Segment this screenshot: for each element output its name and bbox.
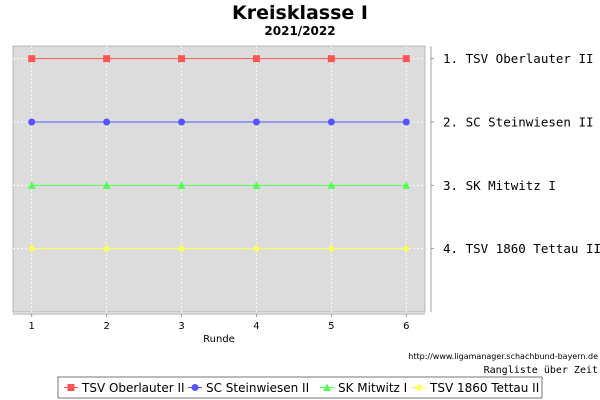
x-tick-label-3: 3 — [178, 321, 184, 332]
x-tick-label-5: 5 — [328, 321, 334, 332]
data-point-s3-r6 — [402, 181, 411, 189]
data-point-s1-r6 — [402, 55, 410, 63]
data-point-s2-r1 — [28, 118, 36, 126]
data-point-s1-r3 — [178, 55, 186, 63]
x-tick-label-2: 2 — [103, 321, 109, 332]
chart-title: Kreisklasse I — [232, 2, 368, 24]
data-point-s2-r3 — [178, 118, 186, 126]
legend: TSV Oberlauter II SC Steinwiesen II SK Mit… — [57, 376, 543, 399]
rank-label-4: 4. TSV 1860 Tettau II — [443, 241, 600, 256]
data-point-s4-r5 — [327, 244, 335, 253]
legend-marker-1 — [67, 384, 75, 391]
data-point-s1-r1 — [28, 55, 36, 63]
x-tick-label-1: 1 — [29, 321, 35, 332]
legend-marker-3 — [323, 383, 331, 391]
x-tick-label-6: 6 — [403, 321, 409, 332]
data-point-s4-r4 — [252, 244, 260, 253]
legend-entry-4: TSV 1860 Tettau II — [412, 381, 539, 395]
legend-entry-2: SC Steinwiesen II — [188, 381, 309, 395]
data-point-s2-r2 — [103, 118, 111, 126]
rank-labels: 1. TSV Oberlauter II 2. SC Steinwiesen II… — [430, 46, 600, 312]
data-point-s3-r2 — [102, 181, 111, 189]
chart-caption: Rangliste über Zeit — [484, 365, 598, 376]
x-axis-label: Runde — [203, 334, 235, 345]
data-point-s1-r2 — [103, 55, 111, 63]
data-point-s2-r4 — [252, 118, 260, 126]
data-point-s3-r5 — [327, 181, 336, 189]
data-point-s2-r5 — [327, 118, 335, 126]
series-2 — [28, 118, 410, 126]
data-point-s4-r2 — [103, 244, 111, 253]
legend-label-1: TSV Oberlauter II — [81, 381, 185, 395]
legend-box — [57, 376, 543, 399]
data-point-s3-r3 — [177, 181, 186, 189]
legend-label-2: SC Steinwiesen II — [206, 381, 309, 395]
data-point-s1-r4 — [252, 55, 260, 63]
data-point-s3-r1 — [27, 181, 36, 189]
rank-label-1: 1. TSV Oberlauter II — [443, 51, 594, 66]
legend-marker-2 — [191, 384, 199, 391]
legend-entry-3: SK Mitwitz I — [320, 381, 407, 395]
rank-label-2: 2. SC Steinwiesen II — [443, 115, 594, 130]
plot-area — [12, 45, 426, 313]
rank-label-3: 3. SK Mitwitz I — [443, 178, 556, 193]
data-point-s4-r3 — [178, 244, 186, 253]
series-4 — [28, 244, 410, 253]
legend-label-3: SK Mitwitz I — [338, 381, 407, 395]
legend-label-4: TSV 1860 Tettau II — [429, 381, 539, 395]
series-layer — [27, 55, 411, 253]
data-point-s3-r4 — [252, 181, 261, 189]
legend-marker-4 — [415, 383, 423, 392]
source-url: http://www.ligamanager.schachbund-bayern… — [408, 352, 598, 361]
chart-subtitle: 2021/2022 — [264, 24, 335, 38]
data-point-s1-r5 — [327, 55, 335, 63]
x-tick-label-4: 4 — [253, 321, 259, 332]
series-3 — [27, 181, 411, 189]
data-point-s4-r1 — [28, 244, 36, 253]
series-1 — [28, 55, 410, 63]
x-axis: 1 2 3 4 5 6 — [13, 313, 425, 332]
data-point-s4-r6 — [402, 244, 410, 253]
legend-entry-1: TSV Oberlauter II — [64, 381, 185, 395]
data-point-s2-r6 — [402, 118, 410, 126]
